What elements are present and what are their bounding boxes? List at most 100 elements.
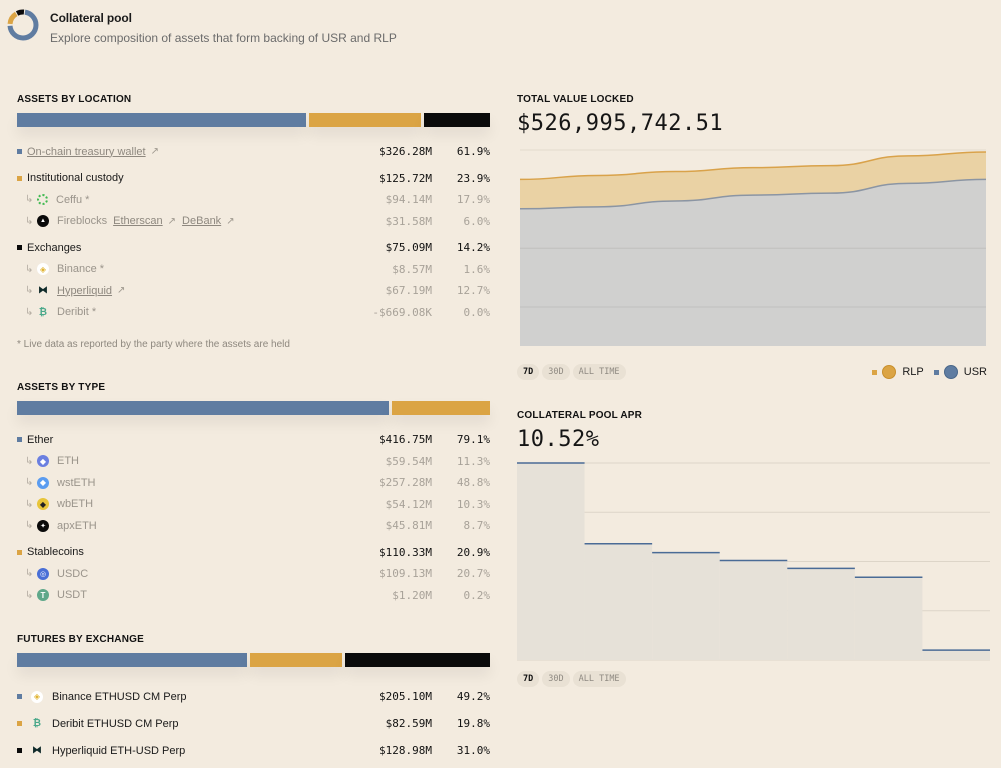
location-row-exchanges: Exchanges $75.09M 14.2% xyxy=(17,237,490,259)
amount: $82.59M xyxy=(385,717,432,730)
amount: $75.09M xyxy=(385,241,432,255)
usr-area xyxy=(520,179,986,346)
section-title: ASSETS BY LOCATION xyxy=(17,94,132,105)
rlp-coin-icon xyxy=(882,365,897,379)
bar-segment-deribit[interactable] xyxy=(249,653,343,667)
futures-row-binance: ◈ Binance ETHUSD CM Perp $205.10M 49.2% xyxy=(17,683,490,710)
blue-bullet-icon xyxy=(17,694,22,699)
location-row-binance: ↳ ◈ Binance * $8.57M 1.6% xyxy=(17,259,490,281)
label: Binance * xyxy=(57,263,105,276)
tvl-range-all-time[interactable]: ALL TIME xyxy=(572,364,626,380)
percent: 19.8% xyxy=(456,717,490,730)
label: ETH xyxy=(57,455,79,468)
amount: -$669.08K xyxy=(372,305,432,319)
external-link-icon[interactable]: ↗ xyxy=(167,215,177,227)
external-link-icon[interactable]: ↗ xyxy=(150,146,159,158)
metrics-column: TOTAL VALUE LOCKED $526,995,742.51 7D 30… xyxy=(517,94,990,687)
tvl-label: TOTAL VALUE LOCKED xyxy=(517,94,634,105)
onchain-wallet-link[interactable]: On-chain treasury wallet xyxy=(27,145,146,158)
label: wstETH xyxy=(57,476,96,489)
debank-link[interactable]: DeBank xyxy=(182,215,222,228)
bar-segment-binance[interactable] xyxy=(17,653,247,667)
amount: $257.28M xyxy=(379,476,432,490)
amount: $31.58M xyxy=(385,214,432,228)
label: Deribit * xyxy=(57,306,97,319)
type-row-eth: ↳ ◆ ETH $59.54M 11.3% xyxy=(17,451,490,473)
amount: $125.72M xyxy=(379,171,432,185)
tvl-chart[interactable] xyxy=(517,146,987,356)
location-row-ceffu: ↳ Ceffu * $94.14M 17.9% xyxy=(17,189,490,211)
usr-legend-swatch xyxy=(933,369,939,375)
rlp-area xyxy=(520,151,986,209)
percent: 61.9% xyxy=(456,145,490,159)
label: USDT xyxy=(57,589,87,602)
apr-step-fill xyxy=(854,577,923,660)
location-row-custody: Institutional custody $125.72M 23.9% xyxy=(17,168,490,190)
label: Stablecoins xyxy=(27,546,84,559)
bar-segment-hyperliquid[interactable] xyxy=(345,653,490,667)
eth-icon: ◆ xyxy=(37,455,49,468)
usr-line xyxy=(519,178,987,210)
label: wbETH xyxy=(57,498,94,511)
apr-range-all-time[interactable]: ALL TIME xyxy=(572,671,626,687)
page-title: Collateral pool xyxy=(50,11,132,25)
bar-segment-custody[interactable] xyxy=(309,113,421,127)
tvl-range-30d[interactable]: 30D xyxy=(542,364,570,380)
wbeth-icon: ◆ xyxy=(37,498,49,511)
apr-value: 10.52% xyxy=(517,427,600,452)
apr-step-fill xyxy=(584,543,653,660)
binance-icon: ◈ xyxy=(37,263,49,276)
apxeth-icon: ✦ xyxy=(37,519,49,532)
hyperliquid-link[interactable]: Hyperliquid xyxy=(57,284,113,297)
apr-step-fill xyxy=(922,650,990,660)
type-stack-bar xyxy=(17,401,490,415)
location-stack-bar xyxy=(17,113,490,127)
bar-segment-exchanges[interactable] xyxy=(423,113,490,127)
apr-range-30d[interactable]: 30D xyxy=(542,671,570,687)
percent: 17.9% xyxy=(456,193,490,207)
tvl-range-7d[interactable]: 7D xyxy=(517,364,540,380)
percent: 0.0% xyxy=(463,305,491,319)
type-row-apxeth: ↳ ✦ apxETH $45.81M 8.7% xyxy=(17,515,490,537)
apr-range-7d[interactable]: 7D xyxy=(517,671,540,687)
percent: 6.0% xyxy=(463,214,491,228)
sub-arrow-icon: ↳ xyxy=(25,285,34,297)
label: USDC xyxy=(57,567,89,580)
amount: $94.14M xyxy=(385,193,432,207)
amount: $326.28M xyxy=(379,145,432,159)
percent: 8.7% xyxy=(463,519,491,533)
bar-segment-ether[interactable] xyxy=(17,401,389,415)
percent: 1.6% xyxy=(463,262,491,276)
ceffu-icon xyxy=(37,194,48,206)
label: Fireblocks xyxy=(57,215,108,228)
black-bullet-icon xyxy=(17,748,22,753)
bar-segment-stablecoins[interactable] xyxy=(391,401,490,415)
percent: 79.1% xyxy=(456,433,490,447)
label: Binance ETHUSD CM Perp xyxy=(52,690,187,703)
amount: $45.81M xyxy=(385,519,432,533)
sub-arrow-icon: ↳ xyxy=(25,455,34,467)
location-row-fireblocks: ↳ ▲ Fireblocks Etherscan ↗ DeBank ↗ $31.… xyxy=(17,211,490,233)
hyperliquid-icon: ⧓ xyxy=(38,285,48,297)
rlp-line xyxy=(519,151,987,181)
tvl-chart-svg xyxy=(519,149,987,346)
sub-arrow-icon: ↳ xyxy=(25,589,34,601)
etherscan-link[interactable]: Etherscan xyxy=(113,215,163,228)
apr-chart-svg xyxy=(517,462,990,661)
type-row-wbeth: ↳ ◆ wbETH $54.12M 10.3% xyxy=(17,494,490,516)
bar-segment-onchain[interactable] xyxy=(17,113,307,127)
label: Ceffu * xyxy=(56,193,90,206)
apr-chart[interactable] xyxy=(517,458,990,669)
assets-by-location-section: ASSETS BY LOCATION On-chain treasury wal… xyxy=(17,94,490,350)
external-link-icon[interactable]: ↗ xyxy=(117,285,126,297)
tvl-value: $526,995,742.51 xyxy=(517,111,724,136)
type-row-wsteth: ↳ ◆ wstETH $257.28M 48.8% xyxy=(17,472,490,494)
sub-arrow-icon: ↳ xyxy=(25,568,34,580)
percent: 48.8% xyxy=(456,476,490,490)
rlp-legend-swatch xyxy=(872,369,878,375)
amount: $128.98M xyxy=(379,744,432,757)
deribit-icon: ₿ xyxy=(32,718,42,729)
page-header: Collateral pool Explore composition of a… xyxy=(6,8,397,45)
external-link-icon[interactable]: ↗ xyxy=(226,215,235,227)
page-subtitle: Explore composition of assets that form … xyxy=(50,31,397,45)
